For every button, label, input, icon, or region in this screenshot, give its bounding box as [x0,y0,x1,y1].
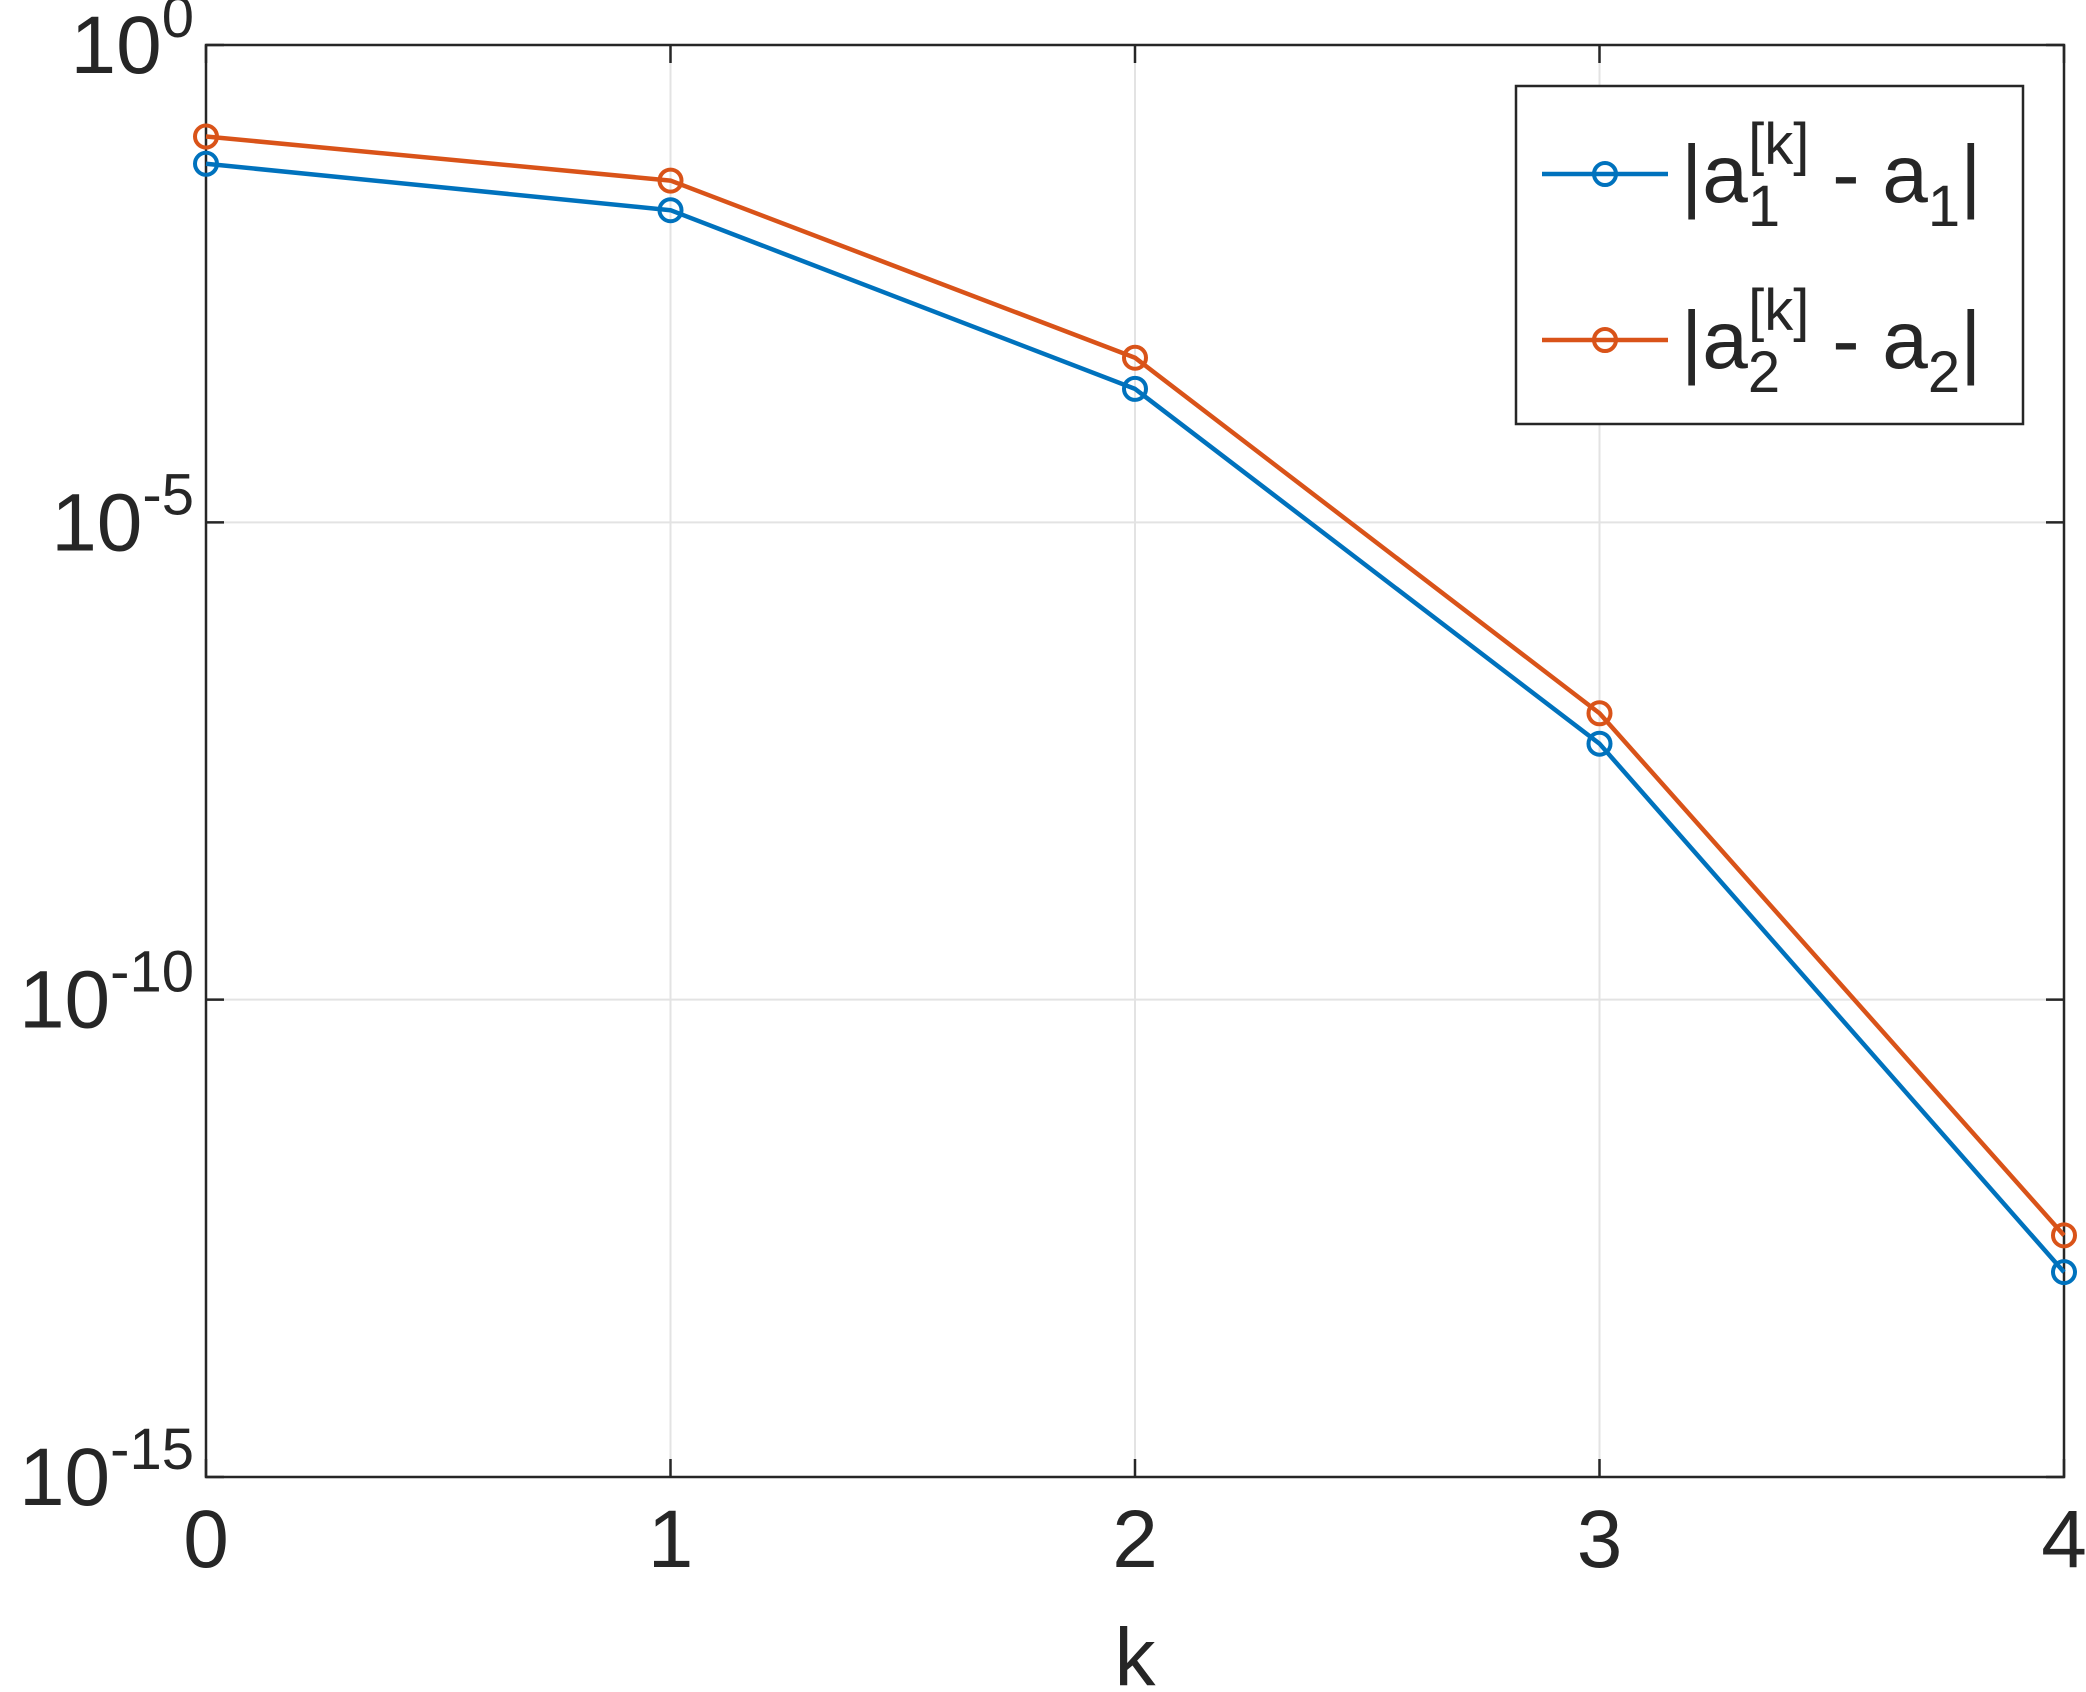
marker [2051,1259,2077,1286]
marker [1122,375,1148,402]
series-line [205,161,2066,1274]
legend-marker [1592,161,1618,187]
marker [1586,730,1613,757]
marker [2051,1222,2077,1249]
y-tick-label: 100 [71,0,194,91]
marker [193,123,219,150]
x-tick-label: 0 [183,1494,229,1585]
x-tick-label: 1 [648,1494,694,1585]
series-line [205,134,2066,1237]
marker [1586,700,1613,727]
x-tick-label: 3 [1577,1494,1623,1585]
x-axis-label: k [1115,1612,1157,1692]
x-tick-label: 2 [1112,1494,1158,1585]
marker [657,167,684,194]
legend-label: |a2[k] - a2| [1681,278,1981,405]
y-tick-label: 10-15 [19,1417,194,1523]
marker [193,150,219,177]
y-tick-label: 10-5 [51,462,194,568]
marker [1122,344,1148,371]
legend-marker [1592,327,1618,353]
legend-box [1514,84,2025,426]
legend-label: |a1[k] - a1| [1681,112,1981,239]
y-tick-label: 10-10 [19,940,194,1046]
marker [657,197,684,224]
x-tick-label: 4 [2041,1494,2086,1585]
